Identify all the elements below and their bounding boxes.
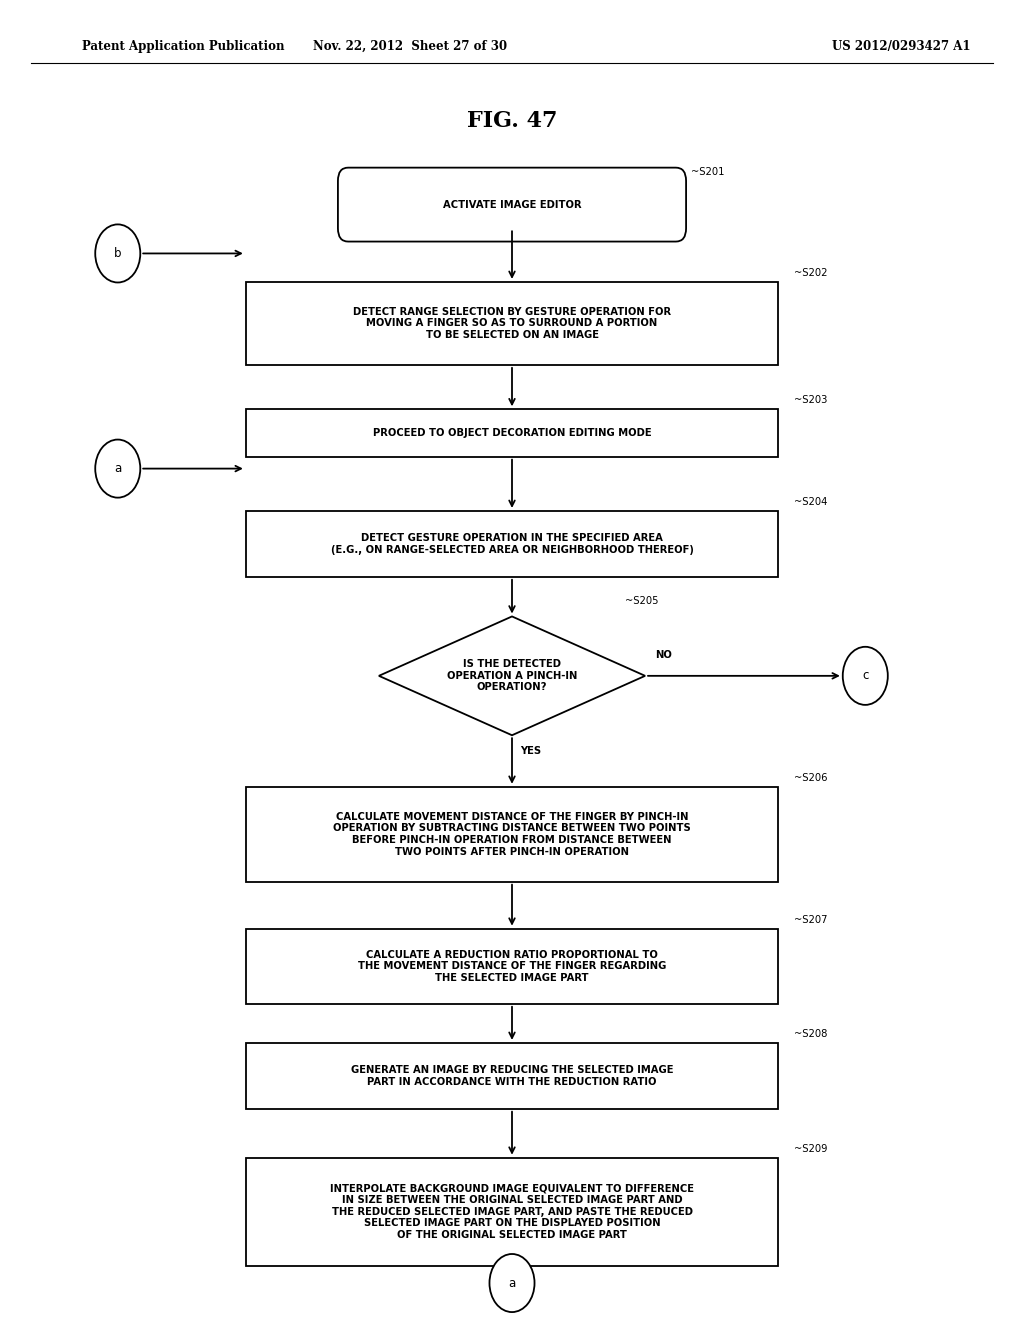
Bar	[246, 787, 778, 882]
Text: Nov. 22, 2012  Sheet 27 of 30: Nov. 22, 2012 Sheet 27 of 30	[312, 40, 507, 53]
Bar	[246, 281, 778, 364]
Text: ~S209: ~S209	[794, 1143, 827, 1154]
Text: a: a	[114, 462, 122, 475]
Bar	[246, 1043, 778, 1109]
Text: INTERPOLATE BACKGROUND IMAGE EQUIVALENT TO DIFFERENCE
IN SIZE BETWEEN THE ORIGIN: INTERPOLATE BACKGROUND IMAGE EQUIVALENT …	[330, 1184, 694, 1239]
Text: ~S206: ~S206	[794, 772, 827, 783]
Text: ~S202: ~S202	[794, 268, 827, 279]
Text: NO: NO	[655, 649, 672, 660]
Text: ~S208: ~S208	[794, 1028, 827, 1039]
Circle shape	[843, 647, 888, 705]
Text: Patent Application Publication: Patent Application Publication	[82, 40, 285, 53]
Text: FIG. 47: FIG. 47	[467, 111, 557, 132]
Bar	[246, 1158, 778, 1266]
Text: ACTIVATE IMAGE EDITOR: ACTIVATE IMAGE EDITOR	[442, 199, 582, 210]
Text: b: b	[114, 247, 122, 260]
Polygon shape	[379, 616, 645, 735]
Text: ~S207: ~S207	[794, 915, 827, 924]
Text: DETECT RANGE SELECTION BY GESTURE OPERATION FOR
MOVING A FINGER SO AS TO SURROUN: DETECT RANGE SELECTION BY GESTURE OPERAT…	[353, 306, 671, 341]
Text: YES: YES	[520, 746, 542, 756]
Text: CALCULATE MOVEMENT DISTANCE OF THE FINGER BY PINCH-IN
OPERATION BY SUBTRACTING D: CALCULATE MOVEMENT DISTANCE OF THE FINGE…	[333, 812, 691, 857]
Text: a: a	[508, 1276, 516, 1290]
Text: DETECT GESTURE OPERATION IN THE SPECIFIED AREA
(E.G., ON RANGE-SELECTED AREA OR : DETECT GESTURE OPERATION IN THE SPECIFIE…	[331, 533, 693, 554]
Text: ~S201: ~S201	[691, 166, 725, 177]
Text: PROCEED TO OBJECT DECORATION EDITING MODE: PROCEED TO OBJECT DECORATION EDITING MOD…	[373, 428, 651, 438]
Text: CALCULATE A REDUCTION RATIO PROPORTIONAL TO
THE MOVEMENT DISTANCE OF THE FINGER : CALCULATE A REDUCTION RATIO PROPORTIONAL…	[357, 949, 667, 983]
Circle shape	[489, 1254, 535, 1312]
Text: ~S205: ~S205	[625, 595, 658, 606]
Bar	[246, 511, 778, 577]
Text: ~S203: ~S203	[794, 395, 827, 405]
Text: IS THE DETECTED
OPERATION A PINCH-IN
OPERATION?: IS THE DETECTED OPERATION A PINCH-IN OPE…	[446, 659, 578, 693]
FancyBboxPatch shape	[338, 168, 686, 242]
Text: ~S204: ~S204	[794, 496, 827, 507]
Text: US 2012/0293427 A1: US 2012/0293427 A1	[831, 40, 971, 53]
Bar	[246, 409, 778, 457]
Bar	[246, 929, 778, 1003]
Circle shape	[95, 224, 140, 282]
Text: GENERATE AN IMAGE BY REDUCING THE SELECTED IMAGE
PART IN ACCORDANCE WITH THE RED: GENERATE AN IMAGE BY REDUCING THE SELECT…	[351, 1065, 673, 1086]
Circle shape	[95, 440, 140, 498]
Text: c: c	[862, 669, 868, 682]
